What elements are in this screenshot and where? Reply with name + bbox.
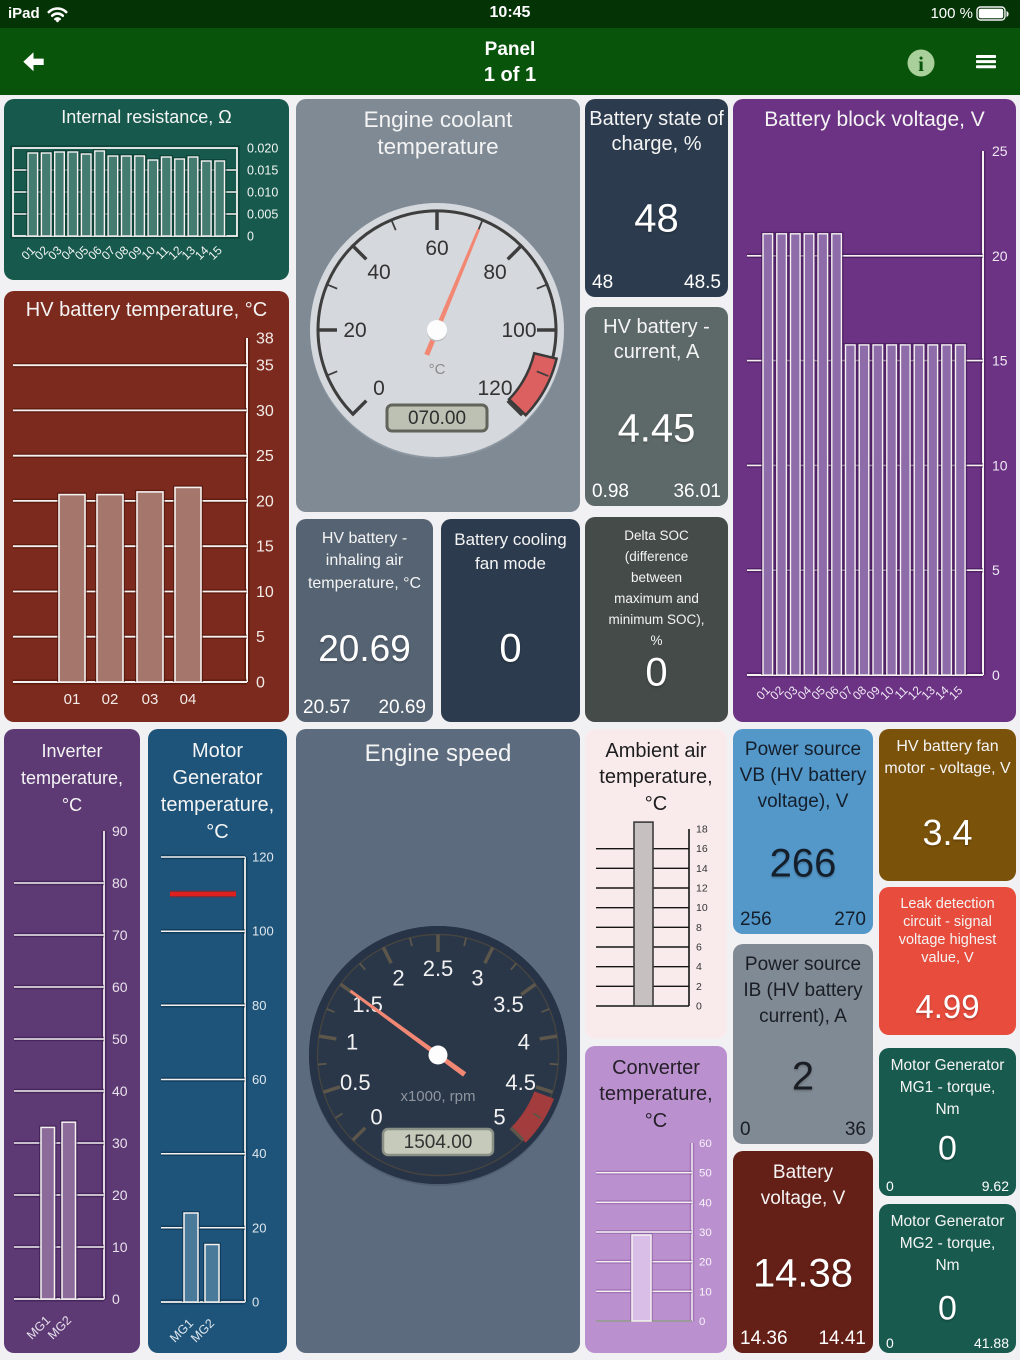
svg-text:0: 0 [992, 667, 1000, 683]
svg-text:0.015: 0.015 [247, 164, 278, 178]
svg-text:60: 60 [699, 1138, 712, 1150]
svg-text:0.010: 0.010 [247, 186, 278, 200]
svg-text:0: 0 [696, 1001, 702, 1012]
svg-text:1: 1 [346, 1029, 358, 1054]
svg-text:6: 6 [696, 942, 702, 953]
svg-text:10: 10 [696, 903, 708, 914]
svg-text:070.00: 070.00 [408, 408, 466, 429]
svg-text:10: 10 [112, 1239, 128, 1255]
svg-text:3.5: 3.5 [493, 992, 524, 1017]
svg-text:80: 80 [483, 261, 506, 284]
svg-text:50: 50 [699, 1167, 712, 1179]
svg-text:0: 0 [256, 675, 265, 692]
svg-text:20: 20 [343, 319, 366, 342]
svg-text:15: 15 [205, 243, 225, 263]
svg-text:40: 40 [699, 1197, 712, 1209]
svg-text:35: 35 [256, 358, 274, 375]
svg-text:5: 5 [992, 562, 1000, 578]
svg-text:10: 10 [992, 457, 1008, 473]
svg-text:5: 5 [256, 629, 265, 646]
svg-text:10: 10 [256, 584, 274, 601]
svg-text:0: 0 [112, 1291, 120, 1307]
svg-text:20: 20 [992, 248, 1008, 264]
svg-text:20: 20 [256, 493, 274, 510]
svg-text:3: 3 [471, 966, 483, 991]
svg-text:2: 2 [696, 982, 702, 993]
svg-text:20: 20 [699, 1256, 712, 1268]
svg-text:30: 30 [112, 1135, 128, 1151]
svg-text:40: 40 [252, 1146, 266, 1161]
svg-text:25: 25 [256, 448, 274, 465]
svg-text:12: 12 [696, 883, 708, 894]
svg-text:70: 70 [112, 927, 128, 943]
svg-text:8: 8 [696, 923, 702, 934]
svg-text:0: 0 [247, 230, 254, 244]
svg-text:16: 16 [696, 844, 708, 855]
svg-text:100: 100 [252, 924, 274, 939]
svg-text:4: 4 [696, 962, 702, 973]
svg-text:60: 60 [425, 237, 448, 260]
svg-text:60: 60 [252, 1072, 266, 1087]
svg-text:0: 0 [252, 1295, 259, 1310]
svg-text:1504.00: 1504.00 [404, 1132, 473, 1153]
svg-text:01: 01 [64, 691, 81, 708]
svg-text:15: 15 [946, 683, 966, 703]
svg-text:30: 30 [256, 403, 274, 420]
svg-text:38: 38 [256, 331, 274, 348]
svg-text:0: 0 [373, 377, 385, 400]
svg-text:14: 14 [696, 864, 708, 875]
svg-text:18: 18 [696, 824, 708, 835]
svg-text:40: 40 [112, 1083, 128, 1099]
svg-text:80: 80 [252, 998, 266, 1013]
svg-text:15: 15 [256, 539, 274, 556]
svg-text:5: 5 [493, 1105, 505, 1130]
svg-text:20: 20 [112, 1187, 128, 1203]
svg-text:40: 40 [367, 261, 390, 284]
svg-text:15: 15 [992, 353, 1008, 369]
svg-text:10: 10 [699, 1286, 712, 1298]
svg-text:i: i [918, 52, 924, 76]
svg-text:60: 60 [112, 979, 128, 995]
svg-text:120: 120 [252, 850, 274, 865]
svg-text:MG2: MG2 [45, 1313, 74, 1342]
svg-text:90: 90 [112, 823, 128, 839]
svg-text:x1000, rpm: x1000, rpm [400, 1088, 475, 1105]
svg-text:°C: °C [429, 361, 446, 378]
svg-text:03: 03 [142, 691, 159, 708]
svg-text:0.005: 0.005 [247, 208, 278, 222]
svg-text:20: 20 [252, 1220, 266, 1235]
svg-text:0.020: 0.020 [247, 142, 278, 156]
svg-text:50: 50 [112, 1031, 128, 1047]
svg-text:04: 04 [180, 691, 197, 708]
svg-text:0: 0 [370, 1105, 382, 1130]
svg-text:30: 30 [699, 1227, 712, 1239]
svg-text:100: 100 [501, 319, 536, 342]
svg-text:2.5: 2.5 [423, 956, 454, 981]
svg-text:4: 4 [518, 1029, 530, 1054]
svg-text:0.5: 0.5 [340, 1070, 371, 1095]
svg-text:MG2: MG2 [188, 1316, 217, 1345]
svg-text:02: 02 [102, 691, 119, 708]
svg-text:4.5: 4.5 [505, 1070, 536, 1095]
svg-text:0: 0 [699, 1316, 705, 1328]
svg-text:120: 120 [477, 377, 512, 400]
svg-text:80: 80 [112, 875, 128, 891]
svg-text:2: 2 [392, 966, 404, 991]
svg-text:25: 25 [992, 143, 1008, 159]
